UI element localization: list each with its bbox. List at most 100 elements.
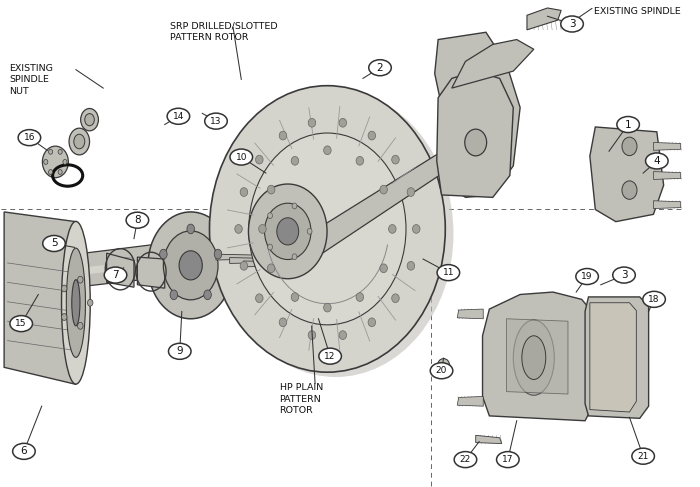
Circle shape — [612, 267, 636, 283]
Ellipse shape — [148, 212, 233, 319]
Circle shape — [576, 268, 598, 284]
Ellipse shape — [622, 181, 637, 199]
Polygon shape — [76, 231, 288, 287]
Polygon shape — [216, 254, 260, 260]
Circle shape — [18, 130, 41, 146]
Polygon shape — [437, 71, 513, 197]
Circle shape — [645, 153, 668, 169]
Ellipse shape — [209, 86, 445, 372]
Ellipse shape — [69, 128, 90, 155]
Ellipse shape — [72, 280, 80, 326]
Ellipse shape — [78, 276, 83, 283]
Text: 4: 4 — [654, 156, 660, 166]
Ellipse shape — [292, 254, 297, 260]
Polygon shape — [137, 257, 164, 288]
Circle shape — [204, 113, 228, 129]
Ellipse shape — [412, 225, 420, 233]
Text: 21: 21 — [638, 452, 649, 461]
Circle shape — [104, 267, 127, 283]
Circle shape — [496, 451, 519, 468]
Ellipse shape — [308, 118, 316, 127]
Polygon shape — [230, 258, 274, 263]
Ellipse shape — [279, 318, 287, 327]
Ellipse shape — [62, 314, 67, 320]
Polygon shape — [452, 39, 534, 88]
Text: 19: 19 — [582, 272, 593, 281]
Ellipse shape — [308, 331, 316, 339]
Text: 7: 7 — [112, 270, 119, 280]
Polygon shape — [585, 297, 649, 418]
Circle shape — [13, 443, 35, 459]
Ellipse shape — [392, 155, 399, 164]
Ellipse shape — [279, 131, 287, 140]
Text: 6: 6 — [20, 447, 27, 456]
Circle shape — [430, 363, 453, 379]
Ellipse shape — [291, 293, 299, 301]
Text: 5: 5 — [50, 239, 57, 248]
Text: HP PLAIN
PATTERN
ROTOR: HP PLAIN PATTERN ROTOR — [279, 383, 323, 415]
Polygon shape — [106, 253, 134, 287]
Ellipse shape — [218, 91, 454, 377]
Text: 20: 20 — [436, 366, 447, 375]
Circle shape — [454, 451, 477, 468]
Ellipse shape — [368, 318, 376, 327]
Ellipse shape — [267, 185, 275, 194]
Ellipse shape — [380, 264, 387, 273]
Polygon shape — [476, 435, 502, 444]
Ellipse shape — [368, 131, 376, 140]
Ellipse shape — [234, 225, 242, 233]
Text: 10: 10 — [235, 152, 247, 162]
Polygon shape — [288, 137, 479, 258]
Text: 3: 3 — [621, 270, 627, 280]
Ellipse shape — [265, 203, 311, 260]
Ellipse shape — [58, 169, 62, 174]
Polygon shape — [79, 248, 260, 275]
Polygon shape — [435, 32, 520, 197]
Ellipse shape — [80, 109, 99, 131]
Circle shape — [10, 316, 32, 332]
Text: 16: 16 — [24, 133, 35, 142]
Ellipse shape — [62, 285, 67, 292]
Text: 17: 17 — [502, 455, 514, 464]
Ellipse shape — [179, 251, 202, 280]
Ellipse shape — [307, 228, 312, 234]
Ellipse shape — [291, 156, 299, 165]
Text: 12: 12 — [324, 352, 336, 361]
Circle shape — [369, 60, 391, 75]
Ellipse shape — [248, 184, 327, 279]
Circle shape — [437, 264, 460, 281]
Ellipse shape — [256, 294, 263, 302]
Polygon shape — [244, 261, 288, 267]
Ellipse shape — [356, 293, 363, 301]
Circle shape — [617, 116, 639, 132]
Ellipse shape — [214, 249, 222, 259]
Polygon shape — [482, 292, 595, 421]
Ellipse shape — [622, 137, 637, 156]
Ellipse shape — [441, 363, 447, 369]
Ellipse shape — [44, 159, 48, 164]
Text: 2: 2 — [377, 63, 384, 73]
Ellipse shape — [380, 185, 387, 194]
Text: 14: 14 — [173, 112, 184, 121]
Text: 1: 1 — [625, 119, 631, 130]
Ellipse shape — [160, 249, 167, 259]
Ellipse shape — [204, 290, 211, 300]
Text: 22: 22 — [460, 455, 471, 464]
Text: 9: 9 — [176, 346, 183, 356]
Ellipse shape — [339, 118, 346, 127]
Ellipse shape — [248, 133, 406, 325]
Ellipse shape — [187, 224, 195, 234]
Ellipse shape — [62, 222, 90, 384]
Polygon shape — [653, 143, 680, 150]
Text: EXISTING SPINDLE: EXISTING SPINDLE — [594, 6, 680, 16]
Text: 15: 15 — [15, 319, 27, 328]
Text: 11: 11 — [442, 268, 454, 277]
Ellipse shape — [267, 264, 275, 273]
Ellipse shape — [389, 225, 396, 233]
Ellipse shape — [63, 159, 67, 164]
Polygon shape — [527, 8, 561, 30]
Polygon shape — [590, 303, 636, 412]
Ellipse shape — [267, 213, 272, 219]
Polygon shape — [4, 212, 76, 384]
Text: 13: 13 — [210, 116, 222, 126]
